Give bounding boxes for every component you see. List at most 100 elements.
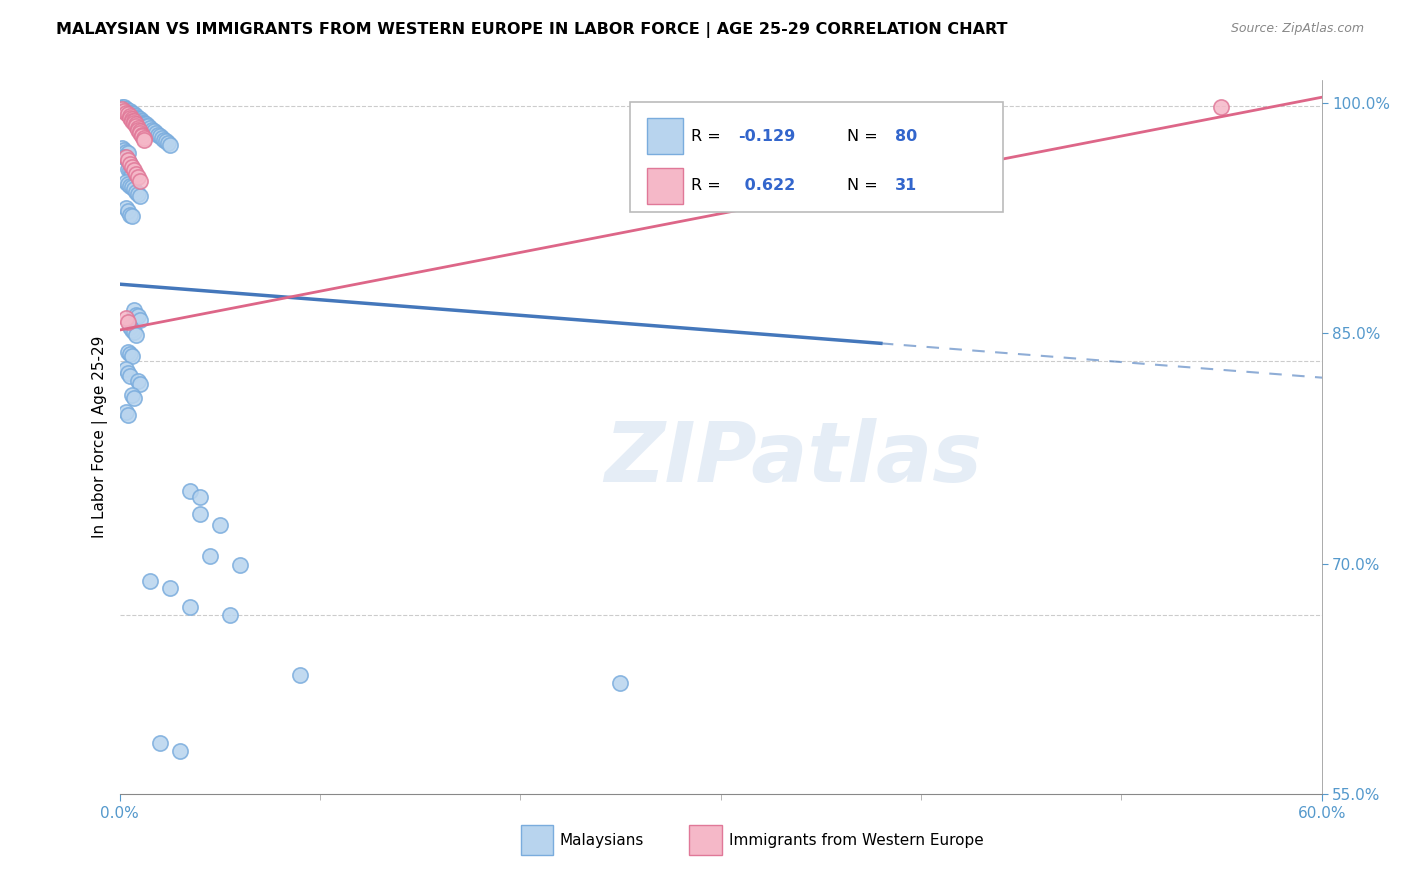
Point [135, 118, 157, 132]
Point [159, 582, 181, 596]
Point [122, 182, 145, 196]
Point [114, 175, 136, 189]
Point [114, 145, 136, 159]
Point [288, 668, 311, 682]
Point [127, 111, 149, 125]
Point [118, 156, 141, 170]
Point [122, 391, 145, 405]
Point [138, 120, 160, 135]
Point [117, 107, 139, 121]
Point [124, 186, 146, 200]
Point [228, 558, 252, 572]
Point [131, 116, 153, 130]
Point [117, 153, 139, 168]
Point [149, 736, 172, 750]
Point [122, 163, 145, 178]
Point [132, 116, 155, 130]
Point [122, 107, 145, 121]
Point [121, 114, 143, 128]
Point [117, 345, 139, 359]
Point [609, 676, 631, 690]
Point [114, 102, 136, 116]
Point [114, 150, 136, 164]
Point [110, 102, 132, 116]
Text: N =: N = [846, 178, 877, 194]
Text: R =: R = [690, 178, 725, 194]
Point [118, 368, 141, 383]
Point [124, 328, 146, 343]
Point [124, 109, 146, 123]
Point [124, 167, 146, 181]
Text: MALAYSIAN VS IMMIGRANTS FROM WESTERN EUROPE IN LABOR FORCE | AGE 25-29 CORRELATI: MALAYSIAN VS IMMIGRANTS FROM WESTERN EUR… [56, 22, 1008, 38]
Point [145, 126, 167, 140]
Point [117, 314, 139, 328]
Point [121, 387, 143, 401]
Point [198, 549, 221, 563]
Point [128, 112, 150, 127]
FancyBboxPatch shape [522, 825, 554, 855]
Point [118, 178, 141, 193]
Point [128, 377, 150, 392]
Point [117, 153, 139, 168]
Point [112, 150, 135, 164]
Point [127, 122, 149, 136]
Point [131, 129, 153, 144]
Point [135, 119, 157, 133]
Point [179, 484, 201, 499]
Point [128, 189, 150, 203]
Point [128, 124, 150, 138]
Text: 80: 80 [894, 128, 917, 144]
Point [118, 163, 141, 178]
Point [136, 119, 159, 133]
Point [118, 347, 141, 361]
Point [127, 120, 149, 135]
Point [117, 204, 139, 219]
Point [132, 118, 155, 132]
Point [149, 129, 172, 144]
Point [150, 131, 173, 145]
Point [121, 167, 143, 181]
Point [138, 574, 160, 589]
FancyBboxPatch shape [630, 102, 1002, 212]
Point [124, 118, 146, 132]
Point [118, 105, 141, 120]
Point [155, 135, 177, 149]
Point [169, 744, 191, 758]
Point [124, 111, 146, 125]
Point [110, 100, 132, 114]
Point [124, 308, 146, 322]
Point [179, 599, 201, 614]
Point [127, 187, 149, 202]
Point [127, 374, 149, 388]
Point [127, 112, 149, 127]
Point [127, 170, 149, 185]
Point [121, 209, 143, 223]
Text: 31: 31 [894, 178, 917, 194]
Y-axis label: In Labor Force | Age 25-29: In Labor Force | Age 25-29 [93, 336, 108, 538]
Point [152, 133, 174, 147]
Point [131, 114, 153, 128]
Point [122, 114, 145, 128]
Point [114, 201, 136, 215]
Text: R =: R = [690, 128, 725, 144]
Point [1211, 100, 1233, 114]
Point [121, 323, 143, 337]
Point [114, 105, 136, 120]
Point [118, 156, 141, 170]
Point [114, 311, 136, 326]
Point [128, 114, 150, 128]
Point [188, 490, 211, 504]
Point [122, 302, 145, 317]
Point [118, 103, 141, 118]
FancyBboxPatch shape [689, 825, 721, 855]
Point [122, 109, 145, 123]
FancyBboxPatch shape [647, 119, 683, 154]
Point [156, 136, 179, 150]
Text: Immigrants from Western Europe: Immigrants from Western Europe [728, 833, 984, 847]
Point [114, 404, 136, 418]
Text: 0.622: 0.622 [738, 178, 794, 194]
Point [132, 133, 155, 147]
Point [121, 349, 143, 363]
Point [118, 111, 141, 125]
Point [121, 160, 143, 174]
